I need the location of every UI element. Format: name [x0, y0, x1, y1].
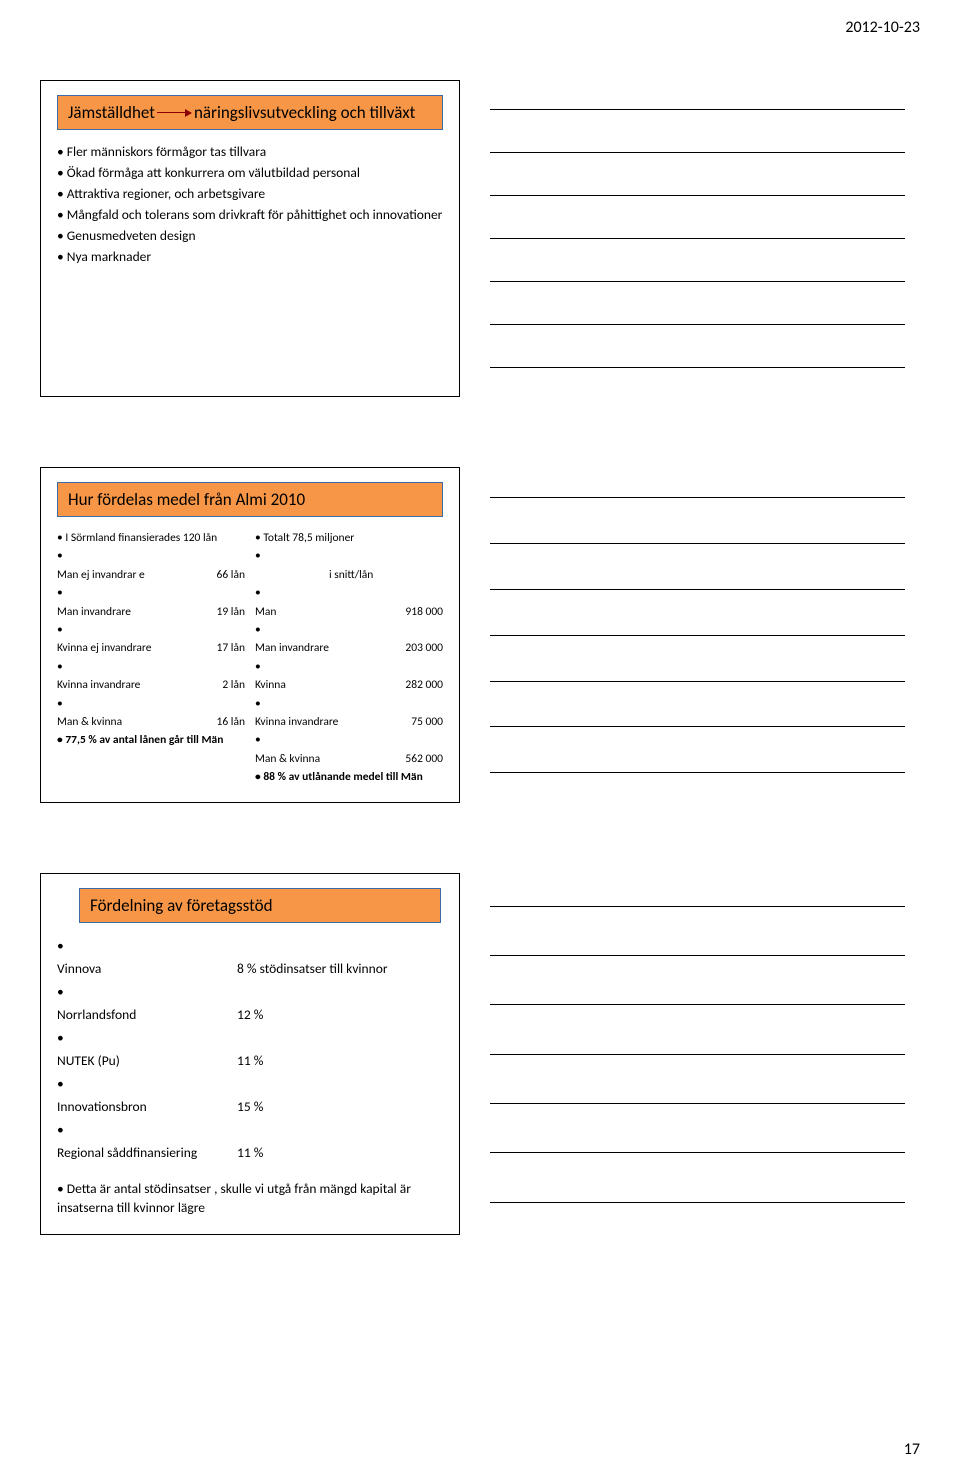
bullet: Fler människors förmågor tas tillvara	[57, 142, 443, 163]
note-line	[490, 367, 905, 368]
funding-row: NUTEK (Pu)11 %	[57, 1027, 443, 1073]
bullet: Mångfald och tolerans som drivkraft för …	[57, 205, 443, 226]
note-line	[490, 281, 905, 282]
note-line	[490, 152, 905, 153]
bullet: Genusmedveten design	[57, 226, 443, 247]
right-row: Kvinna invandrare75 000	[255, 695, 443, 732]
left-summary: 77,5 % av antal lånen går till Män	[57, 731, 245, 749]
note-line	[490, 543, 905, 544]
bullet: Ökad förmåga att konkurrera om välutbild…	[57, 163, 443, 184]
note-line	[490, 1202, 905, 1203]
right-summary: 88 % av utlånande medel till Män	[255, 768, 443, 786]
slide-row-3: Fördelning av företagsstöd Vinnova8 % st…	[40, 873, 920, 1235]
slide-1-bullets: Fler människors förmågor tas tillvara Ök…	[57, 142, 443, 268]
slide-3-footnote: Detta är antal stödinsatser , skulle vi …	[57, 1179, 443, 1218]
right-row: Man invandrare203 000	[255, 621, 443, 658]
note-line	[490, 726, 905, 727]
date-header: 2012-10-23	[845, 18, 920, 37]
page: 2012-10-23 Jämställdhet näringslivsutvec…	[0, 0, 960, 1479]
title-part-1: Jämställdhet	[68, 102, 155, 123]
right-subintro: i snitt/lån	[255, 547, 443, 584]
title-part-2: näringslivsutveckling och tillväxt	[194, 102, 415, 123]
note-line	[490, 772, 905, 773]
slide-1-title: Jämställdhet näringslivsutveckling och t…	[57, 95, 443, 130]
arrow-icon	[157, 109, 192, 117]
note-line	[490, 1103, 905, 1104]
slide-1: Jämställdhet näringslivsutveckling och t…	[40, 80, 460, 397]
left-row: Man & kvinna16 lån	[57, 695, 245, 732]
left-row: Man invandrare19 lån	[57, 584, 245, 621]
note-line	[490, 589, 905, 590]
right-row: Man918 000	[255, 584, 443, 621]
notes-3	[490, 873, 905, 1235]
right-row: Kvinna282 000	[255, 658, 443, 695]
slide-2-left-col: I Sörmland finansierades 120 lån Man ej …	[57, 529, 245, 786]
note-line	[490, 635, 905, 636]
right-intro: Totalt 78,5 miljoner	[255, 529, 443, 547]
bullet: Nya marknader	[57, 247, 443, 268]
left-intro: I Sörmland finansierades 120 lån	[57, 529, 245, 547]
right-row: Man & kvinna562 000	[255, 731, 443, 768]
funding-list: Vinnova8 % stödinsatser till kvinnor Nor…	[57, 935, 443, 1164]
left-row: Kvinna ej invandrare17 lån	[57, 621, 245, 658]
funding-row: Vinnova8 % stödinsatser till kvinnor	[57, 935, 443, 981]
note-line	[490, 906, 905, 907]
slide-2-right-col: Totalt 78,5 miljoner i snitt/lån Man918 …	[255, 529, 443, 786]
note-line	[490, 1152, 905, 1153]
note-line	[490, 109, 905, 110]
note-line	[490, 1054, 905, 1055]
notes-2	[490, 467, 905, 803]
note-line	[490, 681, 905, 682]
note-line	[490, 497, 905, 498]
slide-2-title: Hur fördelas medel från Almi 2010	[57, 482, 443, 517]
bullet: Attraktiva regioner, och arbetsgivare	[57, 184, 443, 205]
funding-row: Norrlandsfond12 %	[57, 981, 443, 1027]
note-line	[490, 324, 905, 325]
slide-3: Fördelning av företagsstöd Vinnova8 % st…	[40, 873, 460, 1235]
note-line	[490, 955, 905, 956]
slide-2-columns: I Sörmland finansierades 120 lån Man ej …	[57, 529, 443, 786]
funding-row: Innovationsbron15 %	[57, 1073, 443, 1119]
notes-1	[490, 80, 905, 397]
slide-2: Hur fördelas medel från Almi 2010 I Sörm…	[40, 467, 460, 803]
slide-row-1: Jämställdhet näringslivsutveckling och t…	[40, 80, 920, 397]
funding-row: Regional såddfinansiering11 %	[57, 1119, 443, 1165]
left-row: Man ej invandrar e66 lån	[57, 547, 245, 584]
left-row: Kvinna invandrare2 lån	[57, 658, 245, 695]
note-line	[490, 238, 905, 239]
slide-3-title: Fördelning av företagsstöd	[79, 888, 441, 923]
slide-row-2: Hur fördelas medel från Almi 2010 I Sörm…	[40, 467, 920, 803]
note-line	[490, 195, 905, 196]
page-number: 17	[904, 1440, 920, 1459]
note-line	[490, 1004, 905, 1005]
